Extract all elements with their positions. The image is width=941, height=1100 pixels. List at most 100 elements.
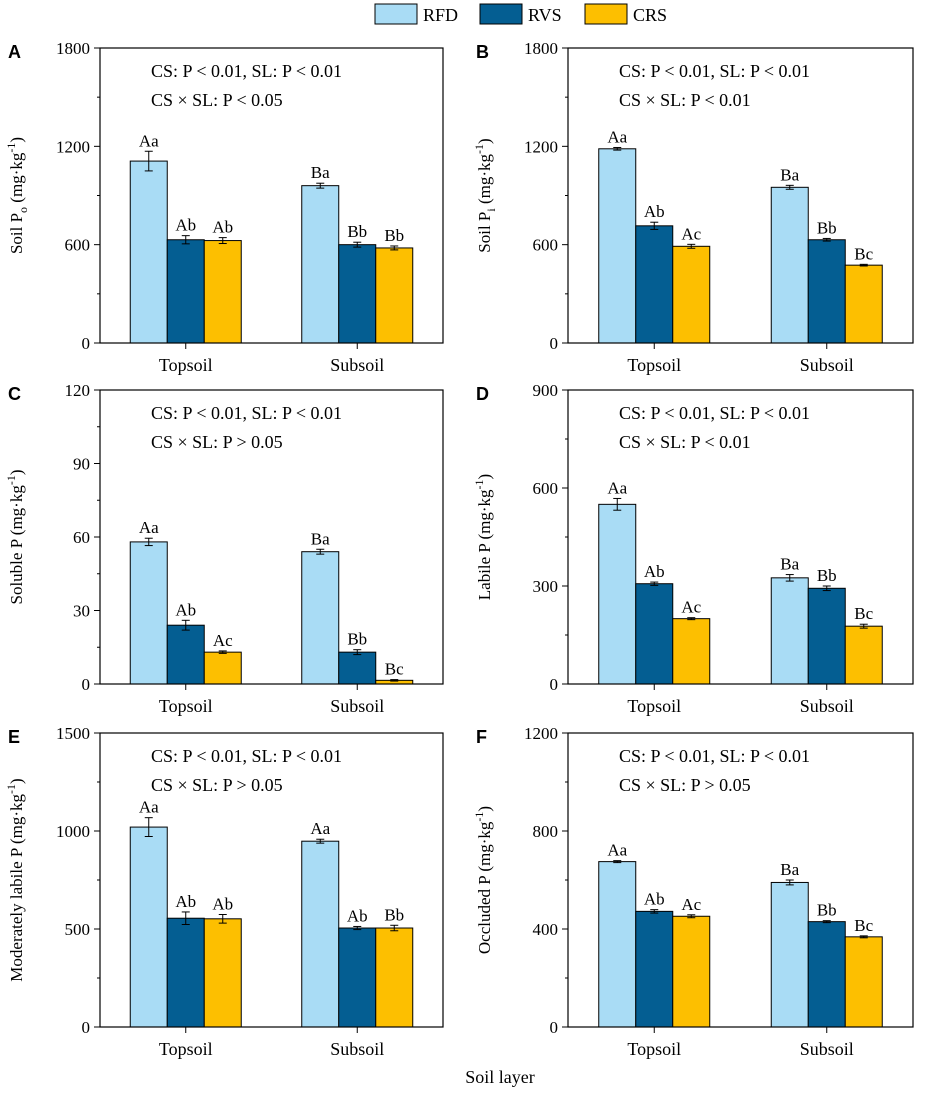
stat-text: CS: P < 0.01, SL: P < 0.01 <box>151 403 342 423</box>
panel-c: C CS: P < 0.01, SL: P < 0.01 CS × SL: P > … <box>4 381 444 716</box>
y-tick-label: 600 <box>65 236 91 255</box>
stat-text: CS × SL: P > 0.05 <box>619 775 751 795</box>
stat-text: CS × SL: P < 0.01 <box>619 432 751 452</box>
y-tick-label: 0 <box>550 1018 559 1037</box>
plot-frame <box>99 47 444 344</box>
y-tick-label: 0 <box>82 1018 91 1037</box>
y-axis-label-main: Occluded P <box>475 876 494 954</box>
bar-crs <box>672 245 711 344</box>
legend-swatch-rfd <box>374 3 418 25</box>
plot-frame <box>567 732 914 1028</box>
bar-crs <box>672 915 711 1028</box>
bar-crs <box>203 918 242 1028</box>
y-tick-label: 500 <box>65 920 91 939</box>
legend-swatch-crs <box>584 3 628 25</box>
bar-rvs <box>807 921 846 1028</box>
y-tick-label: 1500 <box>56 724 90 743</box>
y-axis-label: Labile P (mg·kg-1) <box>472 474 494 600</box>
y-axis-label-exp: -1 <box>4 475 18 485</box>
stat-text: CS: P < 0.01, SL: P < 0.01 <box>619 61 810 81</box>
x-category-label: Subsoil <box>800 696 854 716</box>
y-axis-label-unit: (mg·kg <box>7 485 26 540</box>
y-tick-label: 60 <box>73 528 90 547</box>
x-category-label: Topsoil <box>627 355 681 375</box>
bar-rfd <box>129 541 168 685</box>
y-axis-label: Soluble P (mg·kg-1) <box>4 470 26 605</box>
y-axis-label-exp: -1 <box>472 479 486 489</box>
bar-letter-label: Ab <box>212 218 233 237</box>
panel-letter: E <box>8 727 20 747</box>
plot-frame <box>99 389 444 685</box>
bar-letter-label: Ac <box>681 895 701 914</box>
x-category-label: Topsoil <box>159 1039 213 1059</box>
panel-a: A CS: P < 0.01, SL: P < 0.01 CS × SL: P < … <box>4 39 444 375</box>
x-axis-title: Soil layer <box>465 1067 535 1087</box>
y-tick-label: 600 <box>533 236 559 255</box>
x-category-label: Subsoil <box>330 696 384 716</box>
y-tick-label: 0 <box>550 334 559 353</box>
bar-rfd <box>301 551 340 685</box>
y-axis-label-sub: o <box>16 207 30 213</box>
bar-rvs <box>338 927 377 1028</box>
bar-letter-label: Bc <box>854 244 873 263</box>
y-axis-label-close: ) <box>475 806 494 812</box>
y-axis-label: Moderately labile P (mg·kg-1) <box>4 778 26 981</box>
x-category-label: Topsoil <box>159 355 213 375</box>
bar-rfd <box>770 186 809 344</box>
y-tick-label: 1200 <box>56 137 90 156</box>
bar-rvs <box>166 239 205 344</box>
bar-rvs <box>166 917 205 1028</box>
bar-letter-label: Aa <box>310 819 330 838</box>
y-tick-label: 400 <box>533 920 559 939</box>
y-tick-label: 1000 <box>56 822 90 841</box>
bar-letter-label: Bb <box>817 566 837 585</box>
stat-text: CS: P < 0.01, SL: P < 0.01 <box>619 746 810 766</box>
bar-letter-label: Bb <box>384 905 404 924</box>
bar-rvs <box>338 651 377 685</box>
bar-letter-label: Ba <box>311 529 330 548</box>
bar-letter-label: Aa <box>607 127 627 146</box>
y-axis-label: Soil Po (mg·kg-1) <box>4 137 30 254</box>
y-axis-label-sub: i <box>484 208 498 212</box>
legend-label-crs: CRS <box>633 5 667 25</box>
y-tick-label: 0 <box>82 675 91 694</box>
bar-rvs <box>635 583 674 685</box>
y-axis-label-close: ) <box>475 138 494 144</box>
bar-crs <box>844 625 883 685</box>
x-category-label: Subsoil <box>330 355 384 375</box>
bar-crs <box>844 264 883 344</box>
bar-rvs <box>807 587 846 685</box>
bar-letter-label: Ab <box>175 600 196 619</box>
bar-crs <box>203 651 242 685</box>
bar-letter-label: Bb <box>347 630 367 649</box>
stat-text: CS × SL: P > 0.05 <box>151 432 283 452</box>
bar-letter-label: Ba <box>311 163 330 182</box>
y-axis-label-main: Soil P <box>7 213 26 254</box>
bar-letter-label: Ac <box>681 598 701 617</box>
bar-letter-label: Aa <box>607 478 627 497</box>
x-category-label: Subsoil <box>800 355 854 375</box>
bar-letter-label: Bb <box>817 218 837 237</box>
x-category-label: Subsoil <box>330 1039 384 1059</box>
y-tick-label: 0 <box>550 675 559 694</box>
bar-letter-label: Bb <box>347 222 367 241</box>
bar-rfd <box>301 840 340 1028</box>
panels: A CS: P < 0.01, SL: P < 0.01 CS × SL: P < … <box>4 39 914 1059</box>
panel-e: E CS: P < 0.01, SL: P < 0.01 CS × SL: P > … <box>4 724 444 1059</box>
y-axis-label-exp: -1 <box>472 812 486 822</box>
y-axis-label-close: ) <box>7 470 26 476</box>
y-axis-label-close: ) <box>475 474 494 480</box>
panel-b: B CS: P < 0.01, SL: P < 0.01 CS × SL: P < … <box>472 39 914 375</box>
legend-label-rfd: RFD <box>423 5 458 25</box>
legend-swatch-rvs <box>479 3 523 25</box>
bar-letter-label: Bb <box>384 226 404 245</box>
plot-frame <box>567 389 914 685</box>
y-axis-label-main: Moderately labile P <box>7 848 26 982</box>
bar-crs <box>844 936 883 1028</box>
bar-rfd <box>598 503 637 685</box>
y-axis-label-exp: -1 <box>472 144 486 154</box>
bar-rfd <box>129 826 168 1028</box>
stat-text: CS: P < 0.01, SL: P < 0.01 <box>151 61 342 81</box>
bar-letter-label: Ba <box>780 555 799 574</box>
bar-letter-label: Ac <box>213 631 233 650</box>
